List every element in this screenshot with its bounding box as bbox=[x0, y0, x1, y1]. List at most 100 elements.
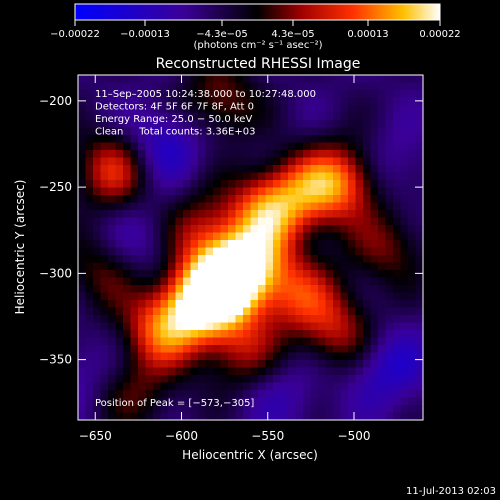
heatmap-cell bbox=[400, 337, 409, 346]
heatmap-cell bbox=[198, 315, 206, 323]
heatmap-cell bbox=[310, 157, 319, 166]
heatmap-cell bbox=[123, 292, 131, 301]
heatmap-cell bbox=[243, 232, 251, 241]
heatmap-cell bbox=[258, 195, 266, 203]
heatmap-cell bbox=[183, 90, 191, 98]
heatmap-cell bbox=[340, 165, 349, 173]
heatmap-cell bbox=[258, 255, 266, 263]
heatmap-cell bbox=[190, 375, 199, 383]
heatmap-cell bbox=[408, 120, 416, 128]
heatmap-cell bbox=[265, 270, 274, 278]
heatmap-cell bbox=[250, 345, 259, 353]
heatmap-cell bbox=[348, 97, 356, 106]
heatmap-cell bbox=[288, 322, 296, 331]
heatmap-cell bbox=[370, 405, 379, 413]
heatmap-cell bbox=[145, 315, 154, 323]
heatmap-cell bbox=[258, 180, 266, 188]
heatmap-cell bbox=[318, 375, 326, 383]
heatmap-cell bbox=[333, 262, 341, 271]
heatmap-cell bbox=[258, 150, 266, 158]
heatmap-cell bbox=[378, 270, 386, 278]
heatmap-cell bbox=[138, 322, 146, 331]
heatmap-cell bbox=[220, 285, 229, 293]
heatmap-cell bbox=[295, 150, 304, 158]
heatmap-cell bbox=[415, 337, 424, 346]
heatmap-cell bbox=[318, 172, 326, 181]
heatmap-cell bbox=[93, 397, 101, 406]
heatmap-cell bbox=[273, 292, 281, 301]
heatmap-cell bbox=[145, 412, 154, 421]
heatmap-cell bbox=[303, 390, 311, 398]
heatmap-cell bbox=[160, 217, 169, 226]
heatmap-cell bbox=[235, 405, 244, 413]
heatmap-cell bbox=[198, 180, 206, 188]
heatmap-cell bbox=[303, 285, 311, 293]
heatmap-cell bbox=[355, 90, 364, 98]
heatmap-cell bbox=[228, 382, 236, 391]
heatmap-cell bbox=[318, 142, 326, 151]
heatmap-cell bbox=[115, 180, 124, 188]
heatmap-cell bbox=[213, 247, 221, 256]
heatmap-cell bbox=[198, 240, 206, 248]
heatmap-cell bbox=[295, 217, 304, 226]
heatmap-cell bbox=[243, 277, 251, 286]
heatmap-cell bbox=[228, 195, 236, 203]
heatmap-cell bbox=[333, 307, 341, 316]
heatmap-cell bbox=[333, 90, 341, 98]
heatmap-cell bbox=[78, 232, 86, 241]
heatmap-cell bbox=[325, 307, 334, 316]
heatmap-cell bbox=[355, 97, 364, 106]
heatmap-cell bbox=[78, 195, 86, 203]
heatmap-cell bbox=[415, 247, 424, 256]
heatmap-cell bbox=[333, 397, 341, 406]
heatmap-cell bbox=[370, 292, 379, 301]
heatmap-cell bbox=[250, 112, 259, 121]
heatmap-cell bbox=[130, 112, 139, 121]
heatmap-cell bbox=[213, 382, 221, 391]
heatmap-cell bbox=[198, 285, 206, 293]
heatmap-cell bbox=[378, 345, 386, 353]
heatmap-cell bbox=[175, 345, 184, 353]
heatmap-cell bbox=[100, 330, 109, 338]
heatmap-cell bbox=[318, 382, 326, 391]
heatmap-cell bbox=[220, 292, 229, 301]
heatmap-cell bbox=[190, 157, 199, 166]
heatmap-cell bbox=[220, 165, 229, 173]
heatmap-cell bbox=[355, 330, 364, 338]
heatmap-cell bbox=[235, 157, 244, 166]
heatmap-cell bbox=[295, 82, 304, 91]
heatmap-cell bbox=[325, 397, 334, 406]
heatmap-cell bbox=[408, 135, 416, 143]
heatmap-cell bbox=[130, 195, 139, 203]
heatmap-cell bbox=[393, 352, 401, 361]
heatmap-cell bbox=[370, 307, 379, 316]
heatmap-cell bbox=[385, 105, 394, 113]
heatmap-cell bbox=[145, 217, 154, 226]
heatmap-cell bbox=[280, 382, 289, 391]
heatmap-cell bbox=[370, 337, 379, 346]
heatmap-cell bbox=[400, 360, 409, 368]
heatmap-cell bbox=[115, 307, 124, 316]
heatmap-cell bbox=[355, 150, 364, 158]
heatmap-cell bbox=[288, 255, 296, 263]
heatmap-cell bbox=[415, 157, 424, 166]
heatmap-cell bbox=[393, 285, 401, 293]
heatmap-cell bbox=[400, 367, 409, 376]
heatmap-cell bbox=[175, 180, 184, 188]
heatmap-cell bbox=[205, 150, 214, 158]
heatmap-cell bbox=[288, 307, 296, 316]
heatmap-cell bbox=[265, 135, 274, 143]
heatmap-cell bbox=[153, 352, 161, 361]
heatmap-cell bbox=[415, 217, 424, 226]
heatmap-cell bbox=[85, 277, 94, 286]
heatmap-cell bbox=[228, 157, 236, 166]
heatmap-cell bbox=[190, 210, 199, 218]
heatmap-cell bbox=[303, 105, 311, 113]
heatmap-cell bbox=[303, 412, 311, 421]
heatmap-cell bbox=[243, 202, 251, 211]
heatmap-cell bbox=[115, 255, 124, 263]
heatmap-cell bbox=[243, 352, 251, 361]
heatmap-cell bbox=[190, 127, 199, 136]
heatmap-cell bbox=[220, 390, 229, 398]
heatmap-cell bbox=[295, 345, 304, 353]
